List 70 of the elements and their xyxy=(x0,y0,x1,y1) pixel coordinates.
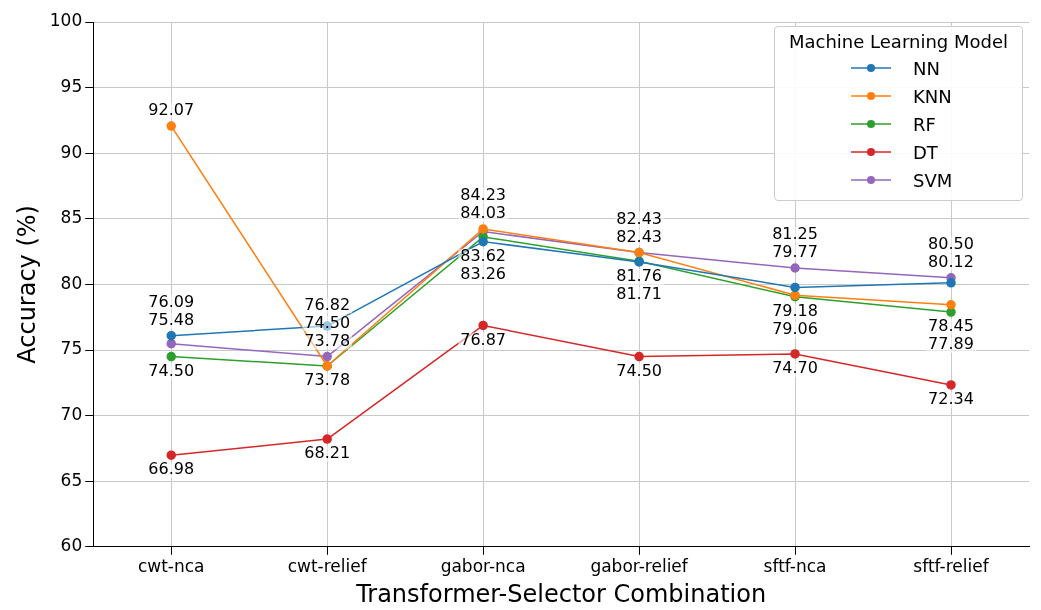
legend-label: SVM xyxy=(913,169,953,191)
point xyxy=(322,351,332,362)
y-tick-label: 80 xyxy=(60,272,83,293)
legend-label: RF xyxy=(913,113,936,135)
data-label: 76.82 xyxy=(304,294,351,314)
data-label: 78.45 xyxy=(928,316,974,336)
y-tick-label: 60 xyxy=(60,535,83,556)
point xyxy=(166,121,176,131)
y-axis-title: Accuracy (%) xyxy=(12,205,41,364)
point xyxy=(166,351,176,362)
x-tick-label: cwt-nca xyxy=(137,556,205,577)
y-tick-label: 100 xyxy=(49,10,83,31)
data-label: 82.43 xyxy=(616,226,663,246)
y-tick-label: 95 xyxy=(60,76,83,97)
data-label: 75.48 xyxy=(148,309,195,329)
data-label: 79.77 xyxy=(772,242,818,262)
data-label: 76.09 xyxy=(148,291,195,311)
data-label: 82.43 xyxy=(616,208,663,228)
x-tick-label: sftf-nca xyxy=(763,556,827,577)
data-label: 84.03 xyxy=(460,203,507,223)
data-label: 76.87 xyxy=(460,329,507,349)
y-tick-label: 65 xyxy=(60,469,83,490)
data-label: 80.12 xyxy=(928,252,974,271)
data-label: 83.62 xyxy=(460,245,507,265)
point xyxy=(166,450,176,460)
point xyxy=(634,351,644,362)
data-label: 81.25 xyxy=(772,224,818,244)
data-label: 83.26 xyxy=(460,263,507,283)
data-label: 79.18 xyxy=(772,300,818,320)
legend-label: DT xyxy=(913,141,938,163)
point xyxy=(790,349,800,359)
data-label: 72.34 xyxy=(928,389,974,409)
point xyxy=(946,380,956,390)
data-label: 80.50 xyxy=(928,234,974,253)
data-label: 92.07 xyxy=(148,100,195,120)
y-tick-label: 85 xyxy=(60,207,83,228)
data-label: 81.71 xyxy=(616,284,663,304)
data-label: 73.78 xyxy=(304,330,351,350)
y-tick-label: 70 xyxy=(60,404,83,425)
data-label: 68.21 xyxy=(304,443,351,463)
data-label: 77.89 xyxy=(928,334,974,354)
data-label: 79.06 xyxy=(772,318,818,338)
data-label: 74.50 xyxy=(148,360,195,380)
legend-label: NN xyxy=(913,57,940,79)
x-axis-title: Transformer-Selector Combination xyxy=(355,579,767,608)
data-label: 84.23 xyxy=(460,185,507,205)
data-label: 66.98 xyxy=(148,459,195,479)
data-label: 74.50 xyxy=(616,360,663,380)
point xyxy=(478,320,488,331)
data-label: 74.70 xyxy=(772,358,818,378)
point xyxy=(478,236,488,247)
y-tick-label: 90 xyxy=(60,141,83,162)
point xyxy=(166,330,176,341)
x-tick-label: gabor-relief xyxy=(590,556,689,577)
data-label: 81.76 xyxy=(616,266,663,286)
x-tick-label: gabor-nca xyxy=(440,556,526,577)
point xyxy=(946,307,956,317)
point xyxy=(790,282,800,293)
legend-title: Machine Learning Model xyxy=(789,31,1008,52)
point xyxy=(946,278,956,288)
legend-label: KNN xyxy=(913,85,952,107)
data-label: 74.50 xyxy=(304,312,351,332)
point xyxy=(946,299,956,310)
point xyxy=(322,434,332,444)
point xyxy=(166,338,176,349)
x-tick-label: sftf-relief xyxy=(913,556,990,577)
x-tick-label: cwt-relief xyxy=(287,556,368,577)
data-label: 73.78 xyxy=(304,370,351,390)
point xyxy=(790,263,800,273)
y-tick-label: 75 xyxy=(60,338,83,359)
